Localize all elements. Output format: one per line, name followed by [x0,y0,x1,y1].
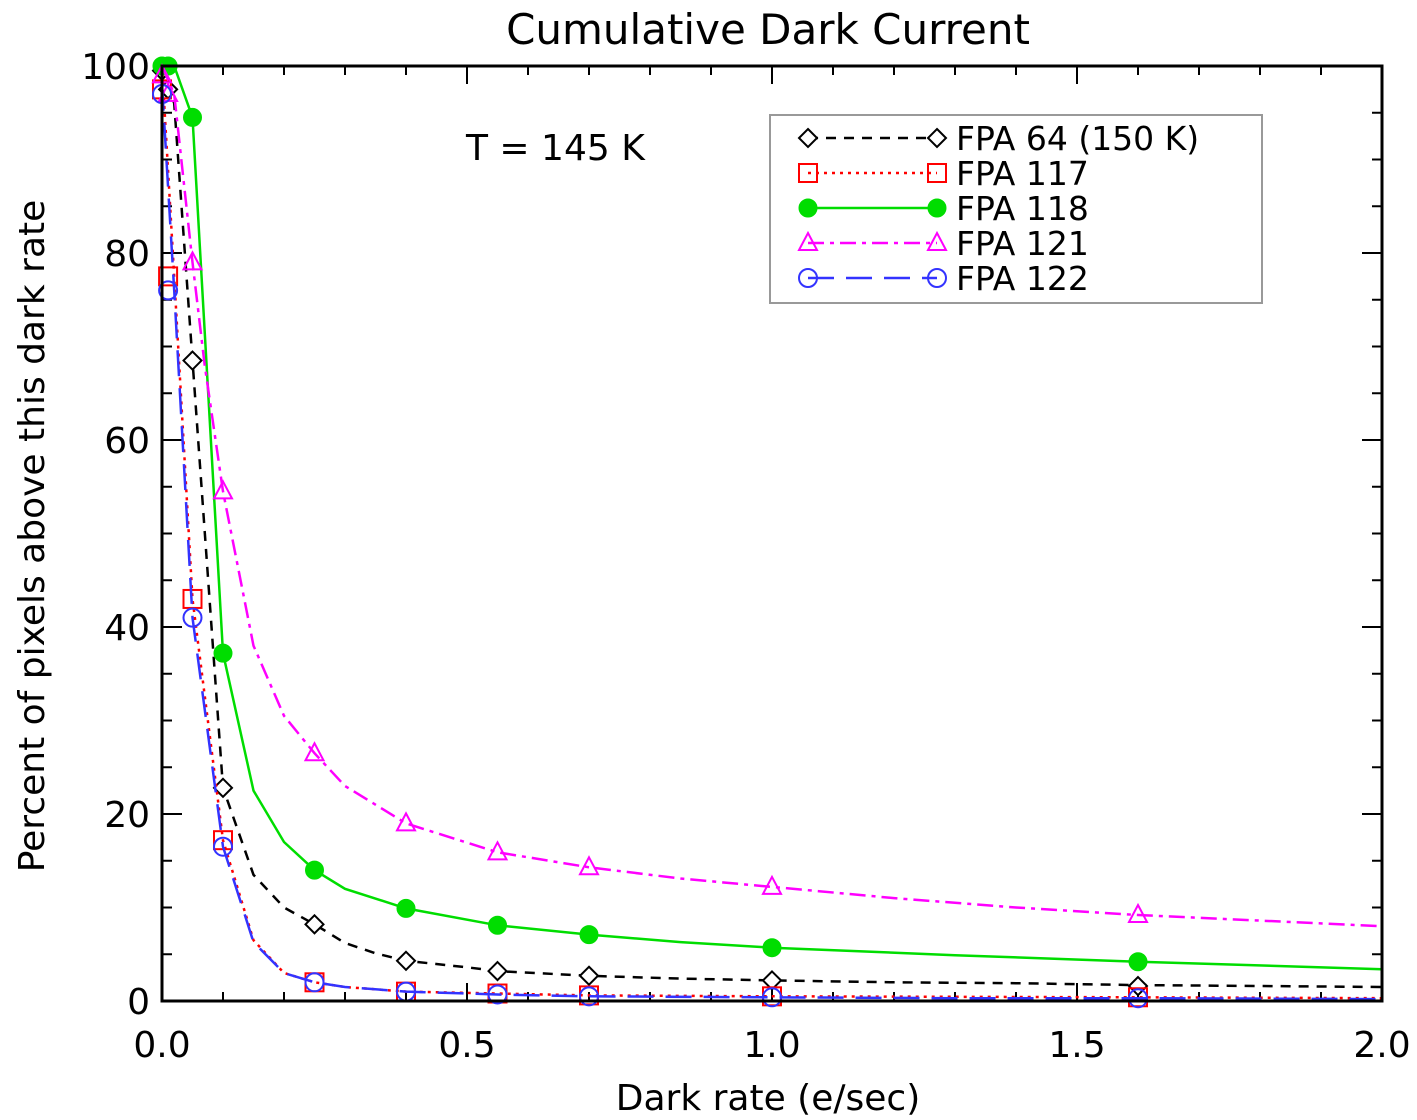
marker-triangle [578,855,600,876]
marker-diamond [926,127,948,149]
marker-filled-circle [579,925,599,945]
y-tick-label: 60 [104,421,150,462]
temperature-annotation: T = 145 K [465,128,646,169]
marker-triangle [486,840,509,861]
series-line [160,65,1383,1000]
chart-title: Cumulative Dark Current [506,5,1030,54]
marker-diamond [304,913,325,935]
series-fpa-122 [152,84,1383,1009]
y-tick-label: 20 [104,795,150,836]
marker-circle [213,836,233,857]
legend-label: FPA 122 [956,259,1089,298]
legend-item: FPA 122 [798,259,1089,298]
marker-circle [927,268,947,288]
marker-diamond [395,950,417,972]
legend-label: FPA 117 [956,154,1089,193]
marker-diamond [182,350,203,371]
marker-triangle [303,741,326,762]
y-tick-label: 0 [127,982,150,1023]
marker-triangle [212,479,234,500]
x-tick-label: 1.5 [1048,1025,1105,1066]
series-line [160,65,1383,989]
series-line [160,84,1383,1001]
marker-square [158,266,179,287]
plot-frame [160,64,1384,1003]
y-tick-label: 80 [104,234,150,275]
marker-filled-circle [488,915,507,935]
marker-filled-circle [213,643,233,663]
marker-square [798,163,818,183]
marker-filled-circle [396,898,416,918]
plot-area [151,56,1383,1009]
marker-diamond [761,970,783,991]
marker-circle [579,986,599,1007]
marker-triangle [761,874,783,895]
x-tick-label: 0.5 [438,1025,495,1066]
marker-filled-circle [1128,952,1148,972]
legend-item: FPA 121 [797,224,1089,263]
marker-filled-circle [183,107,202,127]
x-tick-label: 2.0 [1353,1025,1410,1066]
y-tick-label: 40 [104,608,150,649]
marker-filled-circle [927,198,947,218]
marker-triangle [181,250,204,271]
marker-circle [304,972,325,993]
marker-filled-circle [305,860,324,880]
legend-item: FPA 118 [798,189,1089,228]
legend-label: FPA 118 [956,189,1089,228]
marker-diamond [578,965,600,987]
marker-diamond [797,127,819,149]
marker-circle [182,607,203,628]
series-fpa-118 [152,56,1383,972]
marker-triangle [1127,902,1149,923]
y-axis-title: Percent of pixels above this dark rate [12,200,53,873]
marker-circle [798,268,818,288]
marker-circle [1128,988,1148,1009]
legend-label: FPA 64 (150 K) [956,119,1199,158]
marker-circle [487,984,508,1005]
marker-filled-circle [798,198,818,218]
marker-triangle [926,230,948,251]
legend-item: FPA 117 [798,154,1089,193]
x-tick-label: 1.0 [743,1025,800,1066]
x-tick-label: 0.0 [133,1025,190,1066]
marker-filled-circle [762,938,782,958]
marker-triangle [395,811,417,832]
y-tick-label: 100 [81,47,150,88]
legend-item: FPA 64 (150 K) [797,119,1199,158]
x-axis-title: Dark rate (e/sec) [616,1078,921,1119]
marker-circle [158,280,179,301]
marker-triangle [797,230,819,251]
marker-square [927,163,947,183]
axis-ticks: 0.0 0.5 1.0 1.5 2.0 0 20 40 60 80 100 [81,47,1410,1066]
series-line [160,65,1383,928]
legend-label: FPA 121 [956,224,1089,263]
marker-circle [762,987,782,1008]
marker-diamond [487,960,508,982]
